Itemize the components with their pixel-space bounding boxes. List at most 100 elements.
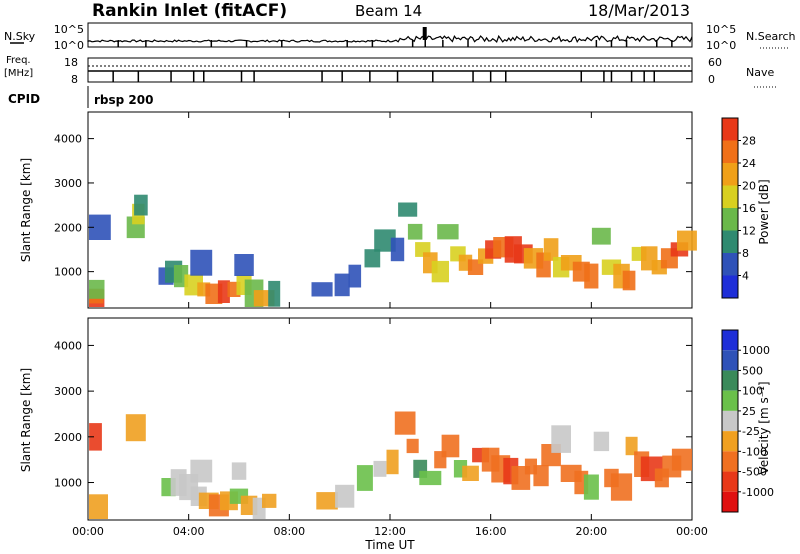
heatmap-cell [406, 438, 419, 454]
heatmap-cell [262, 493, 277, 508]
colorbar-segment [722, 330, 738, 351]
y-tick-label: 1000 [54, 477, 82, 490]
colorbar-tick-label: 20 [742, 180, 756, 193]
nsearch-label: N.Search [746, 30, 796, 43]
colorbar-tick-label: 1000 [742, 344, 770, 357]
cpid-program: rbsp 200 [94, 93, 153, 107]
power-ylabel: Slant Range [km] [19, 158, 33, 262]
station-title: Rankin Inlet (fitACF) [92, 1, 287, 21]
velocity-cells [89, 411, 692, 519]
freq-frame [87, 57, 693, 83]
heatmap-cell [217, 280, 230, 303]
heatmap-cell [335, 484, 355, 508]
heatmap-cell [190, 249, 213, 276]
colorbar-segment [722, 390, 738, 411]
power-colorbar: 4 8 12 16 20 24 28 [721, 117, 756, 299]
colorbar-segment [722, 185, 738, 208]
heatmap-cell [311, 282, 333, 297]
heatmap-cell [398, 202, 418, 217]
heatmap-cell [89, 214, 111, 240]
colorbar-tick-label: 500 [742, 364, 763, 377]
heatmap-cell [583, 474, 599, 500]
heatmap-cell [625, 436, 638, 456]
heatmap-cell [356, 465, 373, 491]
nsearch-tick-bottom: 10^0 [706, 39, 736, 52]
heatmap-cell [394, 411, 416, 435]
heatmap-cell [89, 279, 105, 299]
y-tick-label: 4000 [54, 133, 82, 146]
colorbar-tick-label: 12 [742, 225, 756, 238]
freq-tick-top: 18 [64, 56, 78, 69]
colorbar-tick-label: -25 [742, 425, 760, 438]
x-tick-label: 00:00 [72, 525, 104, 538]
colorbar-frame [721, 329, 739, 513]
colorbar-segment [722, 410, 738, 432]
heatmap-cell [431, 260, 449, 283]
x-tick-label: 08:00 [273, 525, 305, 538]
heatmap-cell [125, 414, 146, 442]
freq-tick-bottom: 8 [71, 73, 78, 86]
velocity-colorbar-label: Velocity [m s⁻¹] [757, 381, 771, 474]
x-axis-ticks: 00:00 04:00 08:00 12:00 16:00 20:00 00:00 [72, 112, 708, 538]
colorbar-segment [722, 431, 738, 452]
nsky-trace [87, 34, 693, 44]
heatmap-cell [268, 280, 281, 307]
colorbar-segment [722, 230, 738, 253]
heatmap-cell [407, 223, 423, 240]
heatmap-cell [234, 254, 254, 276]
heatmap-cell [373, 460, 387, 477]
colorbar-segment [722, 370, 738, 391]
freq-label-1: Freq. [6, 55, 31, 66]
colorbar-segment [722, 350, 738, 371]
heatmap-cell [671, 448, 692, 471]
heatmap-cell [89, 494, 108, 519]
colorbar-segment [722, 140, 738, 163]
colorbar-segment [722, 275, 738, 298]
colorbar-tick-label: -500 [742, 466, 767, 479]
colorbar-tick-label: 24 [742, 157, 756, 170]
heatmap-cell [622, 270, 636, 291]
colorbar-tick-label: 28 [742, 135, 756, 148]
heatmap-cell [316, 492, 338, 510]
heatmap-cell [462, 465, 479, 481]
heatmap-cell [386, 449, 399, 475]
nsearch-tick-top: 10^5 [706, 23, 736, 36]
colorbar-tick-label: 8 [742, 247, 749, 260]
freq-series [112, 71, 655, 82]
colorbar-tick-label: 16 [742, 202, 756, 215]
nsky-peak [422, 27, 427, 40]
colorbar-tick-label: 100 [742, 385, 763, 398]
nave-tick-top: 60 [708, 56, 722, 69]
velocity-yticks: 1000 2000 3000 4000 [54, 339, 692, 490]
heatmap-cell [441, 434, 460, 458]
nsky-frame [87, 22, 693, 48]
heatmap-cell [374, 229, 396, 252]
colorbar-segment [722, 163, 738, 186]
power-colorbar-label: Power [dB] [757, 179, 771, 244]
heatmap-cell [334, 273, 350, 297]
nsky-series [87, 27, 693, 47]
colorbar-tick-label: 25 [742, 405, 756, 418]
x-tick-label: 12:00 [374, 525, 406, 538]
colorbar-tick-label: 4 [742, 270, 749, 283]
x-tick-label: 04:00 [173, 525, 205, 538]
x-tick-label: 20:00 [575, 525, 607, 538]
power-yticks: 1000 2000 3000 4000 [54, 133, 692, 279]
nsky-label: N.Sky [4, 30, 36, 43]
heatmap-cell [677, 230, 697, 251]
colorbar-tick-label: -100 [742, 445, 767, 458]
colorbar-segment [722, 208, 738, 231]
heatmap-cell [190, 459, 213, 483]
heatmap-cell [348, 264, 362, 288]
heatmap-cell [89, 423, 102, 451]
power-cells [89, 194, 697, 307]
nsky-tick-bottom: 10^0 [54, 39, 84, 52]
cpid-label: CPID [8, 92, 40, 106]
heatmap-cell [364, 249, 381, 268]
freq-label-2: [MHz] [4, 68, 33, 79]
y-tick-label: 3000 [54, 385, 82, 398]
velocity-ylabel: Slant Range [km] [19, 368, 33, 472]
date-title: 18/Mar/2013 [588, 1, 690, 20]
heatmap-cell [533, 465, 549, 487]
colorbar-segment [722, 491, 738, 512]
